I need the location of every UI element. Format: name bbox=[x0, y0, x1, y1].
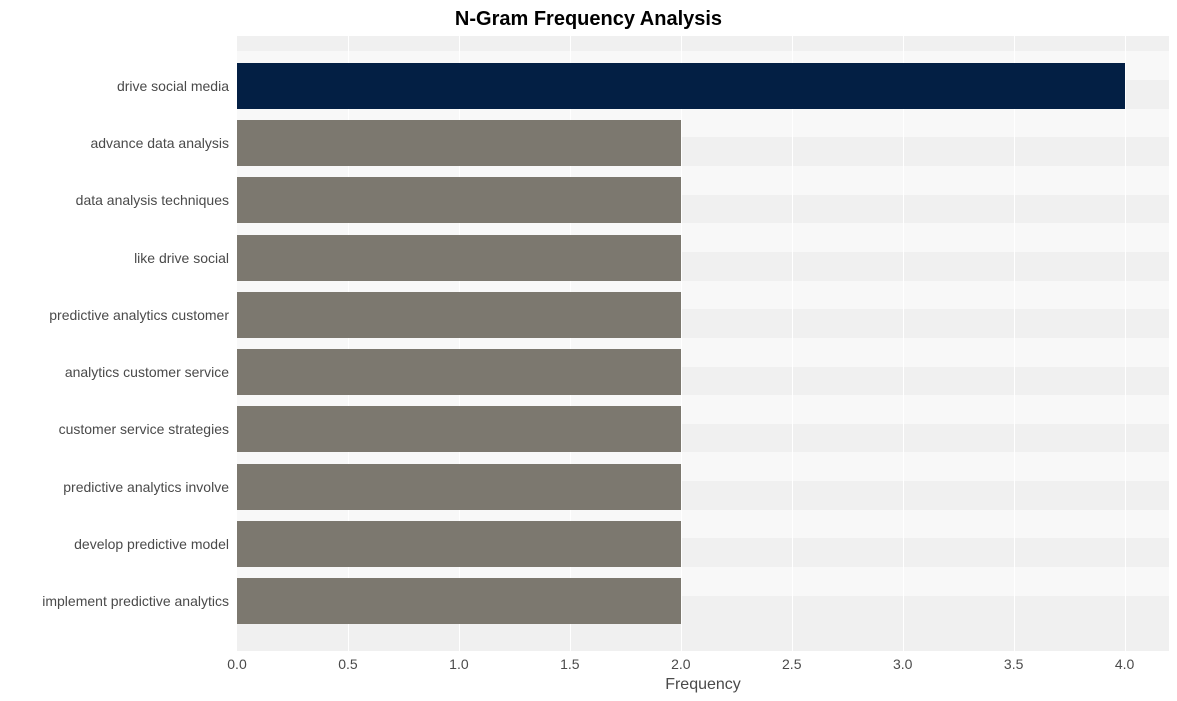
y-tick-label: drive social media bbox=[0, 78, 229, 94]
y-tick-label: advance data analysis bbox=[0, 135, 229, 151]
bar bbox=[237, 349, 681, 395]
chart-title: N-Gram Frequency Analysis bbox=[0, 8, 1177, 31]
x-tick-label: 3.5 bbox=[1004, 656, 1023, 672]
bar bbox=[237, 464, 681, 510]
plot-area bbox=[237, 36, 1169, 651]
bar bbox=[237, 177, 681, 223]
x-tick-label: 1.5 bbox=[560, 656, 579, 672]
y-tick-label: customer service strategies bbox=[0, 421, 229, 437]
bar bbox=[237, 292, 681, 338]
y-tick-label: predictive analytics customer bbox=[0, 307, 229, 323]
grid-stripe bbox=[237, 622, 1169, 651]
x-axis-label: Frequency bbox=[237, 676, 1169, 694]
x-tick-label: 1.0 bbox=[449, 656, 468, 672]
x-tick-label: 0.5 bbox=[338, 656, 357, 672]
bar bbox=[237, 63, 1125, 109]
bar bbox=[237, 406, 681, 452]
y-tick-label: like drive social bbox=[0, 250, 229, 266]
grid-line bbox=[903, 36, 904, 651]
x-tick-label: 2.5 bbox=[782, 656, 801, 672]
y-tick-label: analytics customer service bbox=[0, 364, 229, 380]
bar bbox=[237, 521, 681, 567]
bar bbox=[237, 578, 681, 624]
grid-stripe bbox=[237, 36, 1169, 51]
grid-line bbox=[792, 36, 793, 651]
ngram-frequency-chart: N-Gram Frequency Analysis Frequency 0.0 0… bbox=[0, 0, 1177, 701]
x-tick-label: 3.0 bbox=[893, 656, 912, 672]
grid-line bbox=[1014, 36, 1015, 651]
y-tick-label: predictive analytics involve bbox=[0, 479, 229, 495]
grid-line bbox=[681, 36, 682, 651]
y-tick-label: implement predictive analytics bbox=[0, 593, 229, 609]
grid-line bbox=[1125, 36, 1126, 651]
y-tick-label: develop predictive model bbox=[0, 536, 229, 552]
bar bbox=[237, 120, 681, 166]
bar bbox=[237, 235, 681, 281]
y-tick-label: data analysis techniques bbox=[0, 192, 229, 208]
x-tick-label: 0.0 bbox=[227, 656, 246, 672]
x-tick-label: 2.0 bbox=[671, 656, 690, 672]
x-tick-label: 4.0 bbox=[1115, 656, 1134, 672]
